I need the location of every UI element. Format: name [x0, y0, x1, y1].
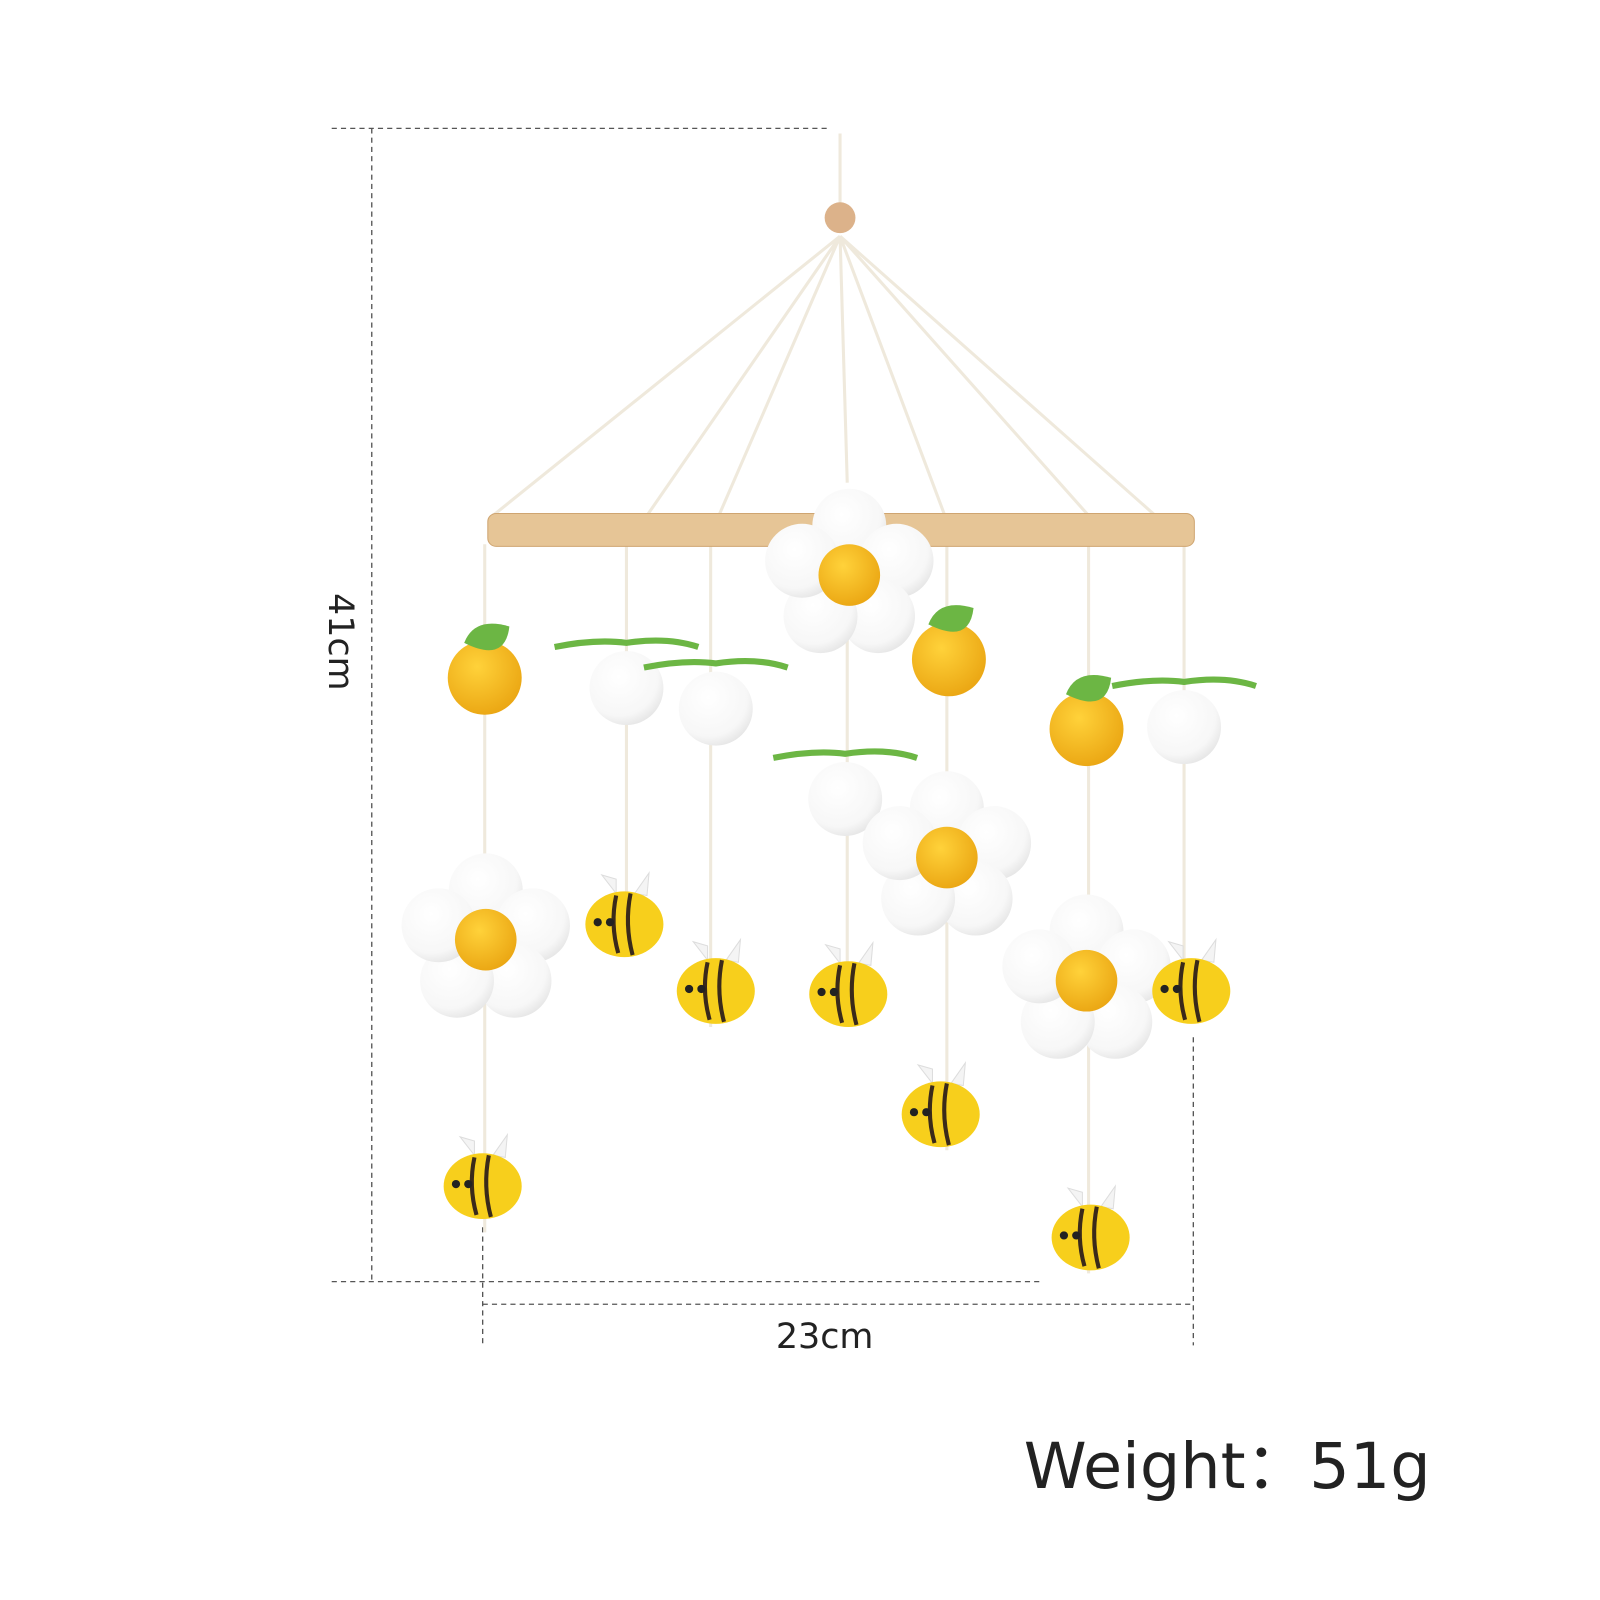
height-label: 41cm: [320, 593, 360, 691]
bee: [1052, 1186, 1130, 1270]
white-ball: [555, 641, 699, 725]
weight-label: Weight：51g: [1024, 1430, 1431, 1504]
bee: [585, 873, 663, 957]
bee: [902, 1063, 980, 1147]
orange: [447, 623, 522, 715]
white-ball: [1112, 680, 1256, 764]
bee: [444, 1135, 522, 1219]
flower: [401, 853, 570, 1018]
orange: [1049, 674, 1124, 767]
mobile: [401, 133, 1256, 1274]
bee: [677, 940, 755, 1024]
width-label: 23cm: [776, 1317, 874, 1357]
dimension-lines: [331, 127, 1194, 1346]
white-ball: [644, 661, 788, 745]
orange: [911, 605, 986, 697]
flower: [862, 771, 1032, 936]
flower: [1002, 894, 1171, 1059]
wood-bead: [824, 202, 856, 234]
